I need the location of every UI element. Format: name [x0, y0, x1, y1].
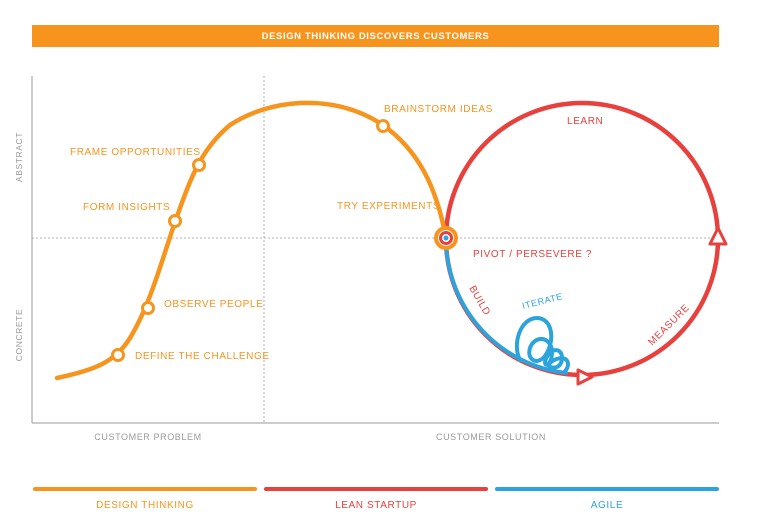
build-arrow-icon [576, 368, 594, 386]
marker-define [111, 348, 125, 362]
marker-observe [141, 301, 155, 315]
x-axis-label-problem: CUSTOMER PROBLEM [94, 432, 201, 442]
legend-label-lean-startup: LEAN STARTUP [335, 500, 417, 511]
label-define-challenge: DEFINE THE CHALLENGE [135, 351, 270, 362]
label-try-experiments: TRY EXPERIMENTS [337, 201, 440, 212]
marker-frame [192, 158, 206, 172]
y-axis-label-concrete: CONCRETE [14, 309, 24, 362]
marker-insights [168, 214, 182, 228]
iterate-loops [514, 315, 571, 375]
x-axis-label-solution: CUSTOMER SOLUTION [436, 432, 546, 442]
y-axis-label-abstract: ABSTRACT [14, 132, 24, 182]
measure-arrow-icon [708, 226, 728, 246]
label-learn: LEARN [567, 116, 603, 127]
pivot-target-center [443, 235, 449, 241]
legend-label-design-thinking: DESIGN THINKING [96, 500, 194, 511]
banner-title: DESIGN THINKING DISCOVERS CUSTOMERS [261, 30, 490, 42]
label-form-insights: FORM INSIGHTS [83, 202, 170, 213]
agile-build-path [444, 242, 567, 375]
label-brainstorm-ideas: BRAINSTORM IDEAS [384, 104, 493, 115]
label-iterate: ITERATE [521, 291, 564, 311]
design-thinking-curve [54, 100, 449, 381]
legend-label-agile: AGILE [591, 500, 623, 511]
marker-brainstorm [376, 119, 390, 133]
label-pivot-persevere: PIVOT / PERSEVERE ? [473, 249, 592, 260]
label-frame-opportunities: FRAME OPPORTUNITIES [70, 147, 201, 158]
title-banner: DESIGN THINKING DISCOVERS CUSTOMERS [32, 25, 719, 47]
label-observe-people: OBSERVE PEOPLE [164, 299, 263, 310]
